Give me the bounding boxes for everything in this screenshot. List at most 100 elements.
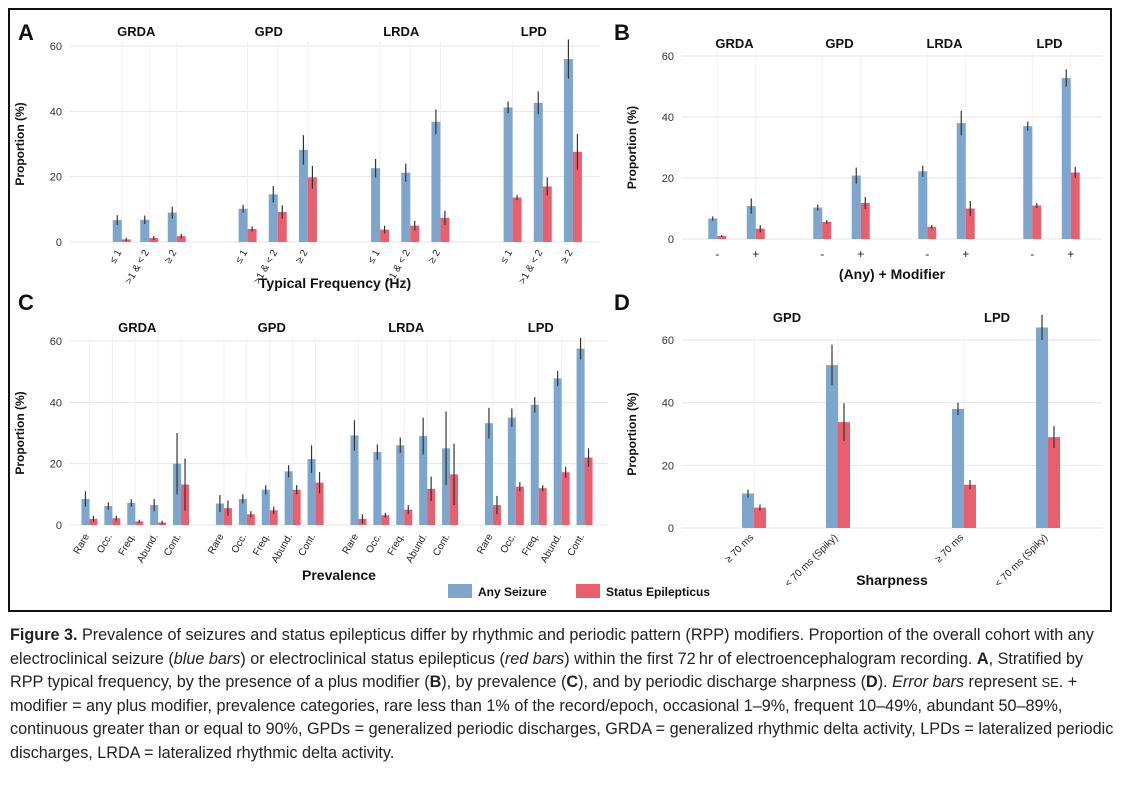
x-tick-label: ≥ 2 <box>163 248 180 266</box>
y-tick-label: 20 <box>662 460 674 472</box>
y-tick-label: 60 <box>662 51 674 63</box>
bar-any-seizure <box>507 417 516 525</box>
x-tick-label: ≥ 70 ms <box>933 532 966 565</box>
bar-any-seizure <box>1036 327 1048 528</box>
y-axis-label: Proportion (%) <box>625 392 639 475</box>
bar-any-seizure <box>112 220 122 242</box>
bar-any-seizure <box>826 365 838 528</box>
group-title-grda: GRDA <box>715 36 754 51</box>
bar-any-seizure <box>298 149 308 242</box>
x-tick-label: ≤ 1 <box>108 248 125 266</box>
y-tick-label: 40 <box>662 112 674 124</box>
group-title-lpd: LPD <box>521 24 547 39</box>
group-title-lrda: LRDA <box>926 36 963 51</box>
caption-text: ) within the first 72 hr of electroencep… <box>564 649 977 668</box>
x-tick-label: < 70 ms (Spiky) <box>993 532 1050 589</box>
x-tick-label: Occ. <box>499 532 519 555</box>
bar-any-seizure <box>1061 77 1071 240</box>
y-tick-label: 0 <box>56 520 62 532</box>
y-tick-label: 20 <box>662 173 674 185</box>
bar-any-seizure <box>261 489 270 525</box>
bar-status-epilepticus <box>223 508 232 525</box>
caption-blue-bars: blue bars <box>173 649 241 668</box>
bar-any-seizure <box>1023 126 1033 239</box>
x-axis-label: Typical Frequency (Hz) <box>259 275 411 291</box>
caption-text: . + modifier = any plus modifier, preval… <box>10 673 1114 762</box>
caption-error-bars: Error bars <box>892 673 965 692</box>
bar-any-seizure <box>918 171 928 239</box>
caption-text: ). <box>877 673 893 692</box>
bar-status-epilepticus <box>269 510 278 525</box>
y-tick-label: 40 <box>662 398 674 410</box>
x-tick-label: Cont. <box>297 532 318 558</box>
bar-status-epilepticus <box>838 422 850 528</box>
bar-any-seizure <box>104 505 113 525</box>
caption-figure-label: Figure 3. <box>10 626 78 644</box>
bar-status-epilepticus <box>381 515 390 525</box>
x-tick-label: - <box>925 247 929 261</box>
x-tick-label: + <box>1067 247 1074 261</box>
bar-status-epilepticus <box>1032 205 1042 239</box>
bar-any-seizure <box>81 498 90 525</box>
bar-status-epilepticus <box>246 514 255 525</box>
bar-status-epilepticus <box>135 521 144 525</box>
group-title-gpd: GPD <box>258 320 286 335</box>
bar-any-seizure <box>396 445 405 525</box>
bar-any-seizure <box>140 219 150 242</box>
bar-status-epilepticus <box>572 151 582 242</box>
y-tick-label: 60 <box>50 41 62 53</box>
bar-any-seizure <box>553 378 562 525</box>
x-tick-label: - <box>715 247 719 261</box>
group-title-grda: GRDA <box>117 24 156 39</box>
x-tick-label: ≤ 1 <box>499 248 516 266</box>
bar-status-epilepticus <box>89 518 98 525</box>
bar-any-seizure <box>167 212 177 242</box>
group-title-gpd: GPD <box>825 36 853 51</box>
bar-status-epilepticus <box>410 225 420 242</box>
y-tick-label: 60 <box>662 335 674 347</box>
y-tick-label: 20 <box>50 172 62 184</box>
x-tick-label: ≥ 2 <box>427 248 444 266</box>
bar-status-epilepticus <box>754 507 766 528</box>
x-tick-label: >1 & < 2 <box>123 248 152 287</box>
bar-status-epilepticus <box>822 221 832 239</box>
bar-any-seizure <box>307 459 316 525</box>
panel-c-label: C <box>18 290 34 315</box>
y-axis-label: Proportion (%) <box>13 391 27 474</box>
caption-text: ), by prevalence ( <box>441 673 567 692</box>
bar-status-epilepticus <box>492 505 501 525</box>
x-tick-label: Rare <box>475 532 496 557</box>
bar-any-seizure <box>503 107 513 242</box>
x-tick-label: ≥ 2 <box>559 248 576 266</box>
bar-any-seizure <box>742 493 754 528</box>
bar-any-seizure <box>533 102 543 242</box>
bar-any-seizure <box>215 503 224 525</box>
x-tick-label: Cont. <box>431 532 452 558</box>
bar-any-seizure <box>150 505 159 525</box>
legend-any-seizure: Any Seizure <box>478 585 547 599</box>
figure-caption: Figure 3. Prevalence of seizures and sta… <box>10 624 1120 766</box>
group-title-lrda: LRDA <box>383 24 420 39</box>
x-tick-label: ≥ 2 <box>294 248 311 266</box>
bar-status-epilepticus <box>542 186 552 242</box>
y-axis-label: Proportion (%) <box>625 106 639 189</box>
x-tick-label: Abund. <box>539 532 564 565</box>
caption-panel-a: A <box>976 649 989 668</box>
bar-status-epilepticus <box>717 235 727 239</box>
group-title-lpd: LPD <box>528 320 554 335</box>
bar-status-epilepticus <box>149 238 159 242</box>
caption-text: ) or electroclinical status epilepticus … <box>240 649 505 668</box>
x-tick-label: Freq. <box>520 532 541 558</box>
x-tick-label: - <box>1030 247 1034 261</box>
bar-any-seizure <box>484 423 493 525</box>
bar-any-seizure <box>530 404 539 525</box>
caption-red-bars: red bars <box>504 649 565 668</box>
x-tick-label: - <box>820 247 824 261</box>
y-tick-label: 0 <box>668 523 674 535</box>
bar-any-seizure <box>419 436 428 525</box>
bar-status-epilepticus <box>1070 172 1080 239</box>
y-tick-label: 20 <box>50 459 62 471</box>
x-tick-label: ≤ 1 <box>366 248 383 266</box>
group-title-grda: GRDA <box>118 320 157 335</box>
bar-status-epilepticus <box>512 197 522 242</box>
